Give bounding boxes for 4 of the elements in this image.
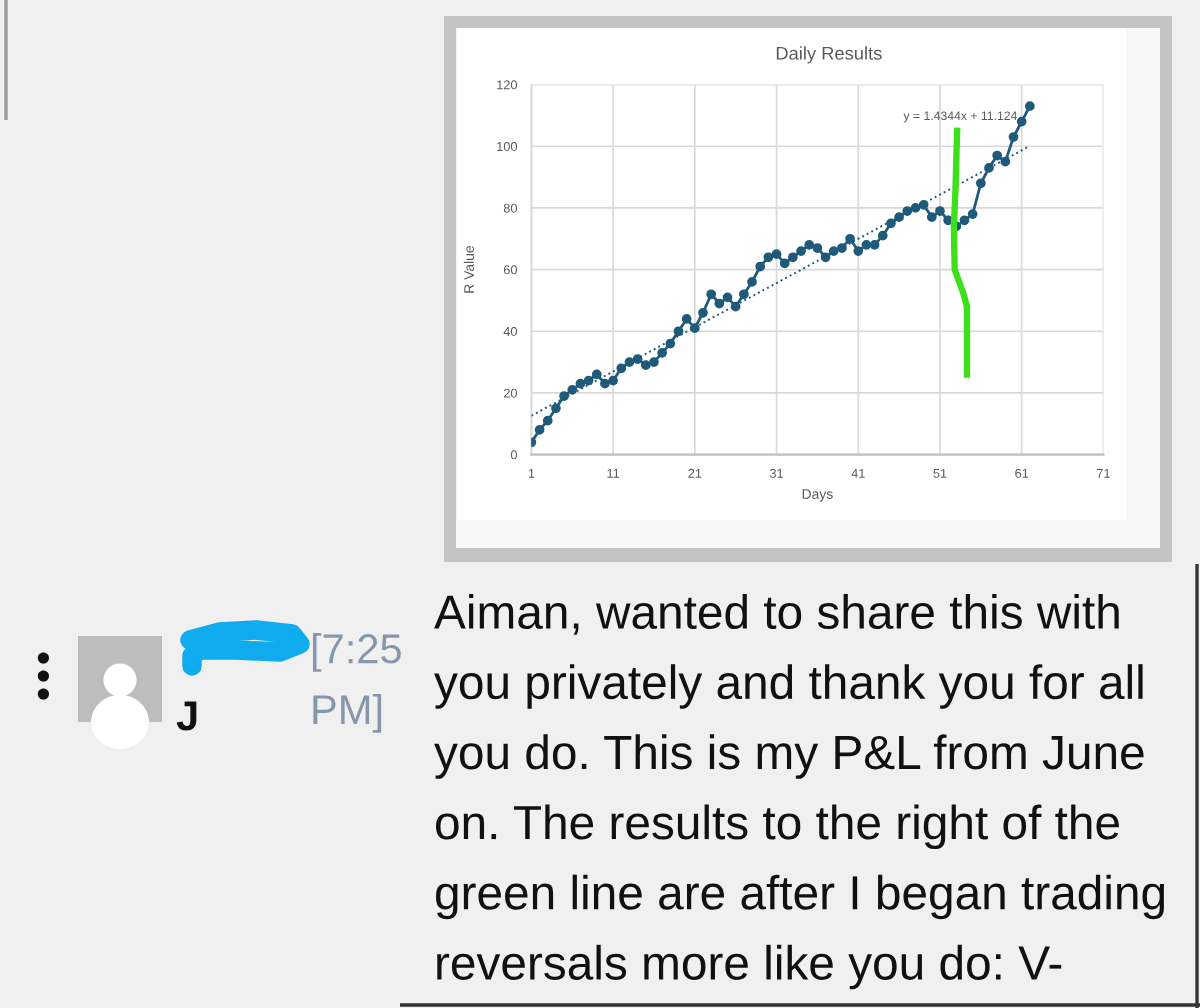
- text: [7:25 PM]: [312, 633, 401, 733]
- text: Aiman, wanted to share this with you privately and thank you for all you do. This is my P&L from June on. The results to the right of the green line are after I began trading reversals more like you do: V-: [434, 594, 1165, 990]
- chart-title: Daily Results: [776, 46, 882, 64]
- text: J: [176, 701, 197, 731]
